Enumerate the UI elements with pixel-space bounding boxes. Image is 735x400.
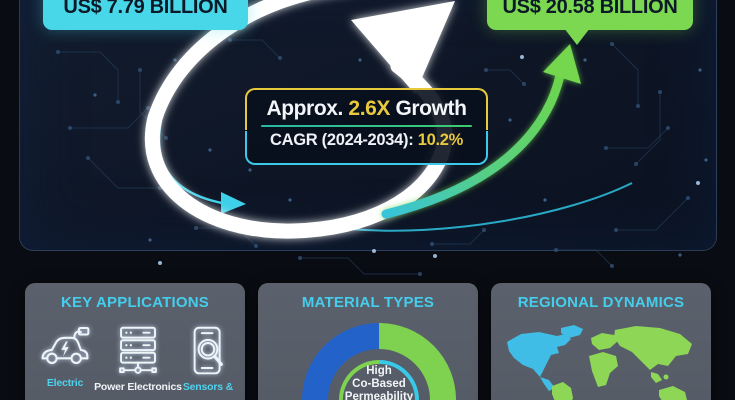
donut-segment bbox=[339, 360, 419, 400]
growth-multiplier-value: 2.6X bbox=[348, 97, 391, 120]
key-applications-title: KEY APPLICATIONS bbox=[61, 294, 209, 311]
growth-suffix: Growth bbox=[390, 97, 467, 120]
electric-vehicle-icon bbox=[41, 326, 90, 365]
growth-prefix: Approx. bbox=[266, 97, 349, 120]
growth-multiplier-line: Approx. 2.6X Growth bbox=[245, 97, 488, 121]
growth-box-divider bbox=[261, 125, 472, 127]
sensors-icon bbox=[193, 326, 223, 375]
donut-center-line: Permeability bbox=[344, 391, 414, 400]
application-label: Power Electronics bbox=[94, 381, 182, 393]
key-applications-card: KEY APPLICATIONS Electric bbox=[25, 283, 245, 400]
application-item-sensors: Sensors & bbox=[183, 326, 233, 393]
power-electronics-icon bbox=[119, 326, 157, 374]
map-other-continents bbox=[552, 326, 692, 400]
material-types-card: MATERIAL TYPES High Co-Based Permeabilit… bbox=[258, 283, 478, 400]
application-item-power-electronics: Power Electronics bbox=[94, 326, 182, 393]
donut-center-line: High bbox=[366, 365, 392, 377]
application-label: Electric bbox=[46, 377, 84, 389]
cagr-value: 10.2% bbox=[417, 131, 464, 149]
donut-segment bbox=[302, 323, 456, 400]
badge-pointer-tail bbox=[564, 28, 590, 45]
growth-summary-box: Approx. 2.6X Growth CAGR (2024-2034): 10… bbox=[245, 88, 488, 165]
market-value-2024-badge: US$ 7.79 BILLION bbox=[43, 0, 248, 30]
cagr-line: CAGR (2024-2034): 10.2% bbox=[245, 131, 488, 150]
regional-dynamics-title: REGIONAL DYNAMICS bbox=[517, 294, 685, 311]
donut-center-line: Co-Based bbox=[352, 378, 406, 390]
world-map bbox=[499, 319, 703, 400]
donut-center-text: High Co-Based Permeability bbox=[319, 365, 439, 400]
application-item-electric-vehicles: Electric bbox=[37, 326, 93, 393]
application-label: Sensors & bbox=[182, 381, 233, 393]
market-value-2034-label: US$ 20.58 BILLION bbox=[502, 0, 678, 18]
material-types-title: MATERIAL TYPES bbox=[301, 294, 435, 311]
market-value-2024-label: US$ 7.79 BILLION bbox=[63, 0, 228, 18]
donut-chart-rings bbox=[302, 323, 456, 400]
regional-dynamics-card: REGIONAL DYNAMICS bbox=[491, 283, 711, 400]
world-map-graphic bbox=[507, 325, 692, 400]
cagr-label: CAGR (2024-2034): bbox=[269, 131, 418, 149]
material-donut-chart: High Co-Based Permeability bbox=[258, 283, 478, 400]
map-north-america bbox=[507, 325, 583, 391]
applications-icon-row: Electric Power Electro bbox=[25, 326, 245, 393]
market-value-2034-badge: US$ 20.58 BILLION bbox=[487, 0, 693, 45]
